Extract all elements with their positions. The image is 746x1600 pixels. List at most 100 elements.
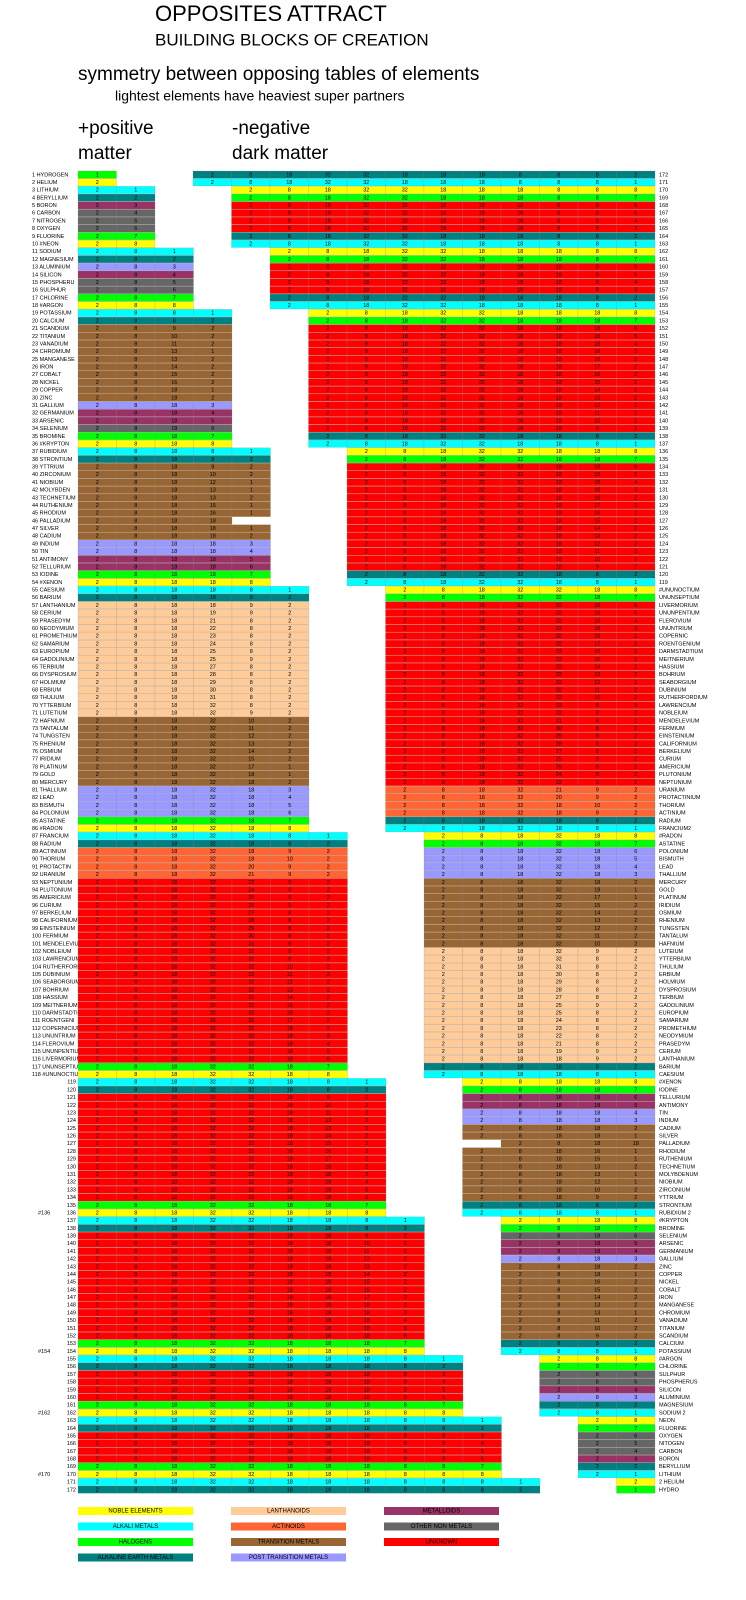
shell-count: 2 (634, 688, 637, 694)
shell-count: 2 (404, 1234, 407, 1240)
row-marker: #170 (38, 1472, 50, 1478)
shell-count: 2 (96, 618, 99, 624)
shell-count: 8 (134, 418, 137, 424)
shell-count: 8 (519, 1103, 522, 1109)
shell-count: 8 (596, 441, 599, 447)
element-label: 60 NEODYMIUM (32, 626, 74, 632)
shell-count: 8 (596, 818, 599, 824)
shell-count: 18 (171, 741, 177, 747)
shell-cell (616, 1009, 656, 1017)
shell-count: 18 (363, 249, 369, 255)
shell-count: 2 (96, 426, 99, 432)
shell-count: 8 (481, 1480, 484, 1486)
shell-count: 2 (403, 764, 406, 770)
shell-count: 8 (519, 1126, 522, 1132)
shell-count: 18 (402, 434, 408, 440)
shell-count: 2 (96, 595, 99, 601)
shell-count: 8 (134, 826, 137, 832)
shell-count: 32 (479, 526, 485, 532)
element-label: 122 (67, 1103, 76, 1109)
shell-count: 8 (480, 1057, 483, 1063)
shell-count: 6 (134, 226, 137, 232)
shell-count: 2 (288, 626, 291, 632)
shell-count: 2 (596, 1472, 599, 1478)
shell-cell (616, 1401, 656, 1409)
shell-count: 3 (634, 703, 637, 709)
shell-count: 32 (517, 588, 523, 594)
shell-count: 18 (210, 603, 216, 609)
shell-count: 2 (403, 718, 406, 724)
shell-count: 8 (134, 1103, 137, 1109)
shell-count: 18 (171, 1249, 177, 1255)
shell-count: 32 (210, 887, 216, 893)
shell-count: 18 (325, 1280, 331, 1286)
shell-count: 2 (327, 887, 330, 893)
shell-count: 2 (96, 857, 99, 863)
shell-count: 16 (594, 1149, 600, 1155)
shell-count: 32 (210, 795, 216, 801)
shell-count: 8 (403, 472, 406, 478)
shell-count: 32 (517, 480, 523, 486)
element-label: 84 POLONIUM (32, 811, 69, 817)
shell-count: 18 (171, 757, 177, 763)
shell-count: 32 (479, 311, 485, 317)
shell-count: 18 (594, 864, 600, 870)
shell-count: 8 (134, 1072, 137, 1078)
shell-count: 8 (134, 864, 137, 870)
element-label: 171 (67, 1480, 76, 1486)
shell-count: 2 (634, 787, 637, 793)
shell-count: 1 (96, 172, 99, 178)
partner-label: TANTALUM (659, 934, 688, 940)
shell-count: 11 (248, 726, 254, 732)
shell-count: 13 (594, 672, 600, 678)
shell-count: 18 (287, 1318, 293, 1324)
shell-count: 8 (134, 741, 137, 747)
shell-cell (231, 478, 271, 486)
shell-count: 15 (364, 1280, 370, 1286)
shell-count: 18 (479, 711, 485, 717)
shell-count: 32 (517, 826, 523, 832)
shell-count: 8 (403, 503, 406, 509)
shell-count: 32 (210, 1157, 216, 1163)
shell-count: 8 (134, 726, 137, 732)
shell-count: 8 (403, 511, 406, 517)
shell-count: 18 (479, 780, 485, 786)
shell-count: 8 (134, 511, 137, 517)
partner-label: MERCURY (659, 880, 687, 886)
shell-count: 18 (325, 1387, 331, 1393)
shell-count: 4 (173, 272, 176, 278)
shell-count: 8 (480, 964, 483, 970)
shell-count: 2 (634, 549, 637, 555)
shell-count: 18 (287, 1049, 293, 1055)
shell-count: 8 (134, 1041, 137, 1047)
shell-cell (616, 1485, 656, 1494)
shell-cell (616, 1193, 656, 1202)
shell-count: 8 (404, 1426, 407, 1432)
shell-count: 18 (440, 495, 446, 501)
shell-count: 2 (96, 641, 99, 647)
shell-count: 2 (365, 572, 368, 578)
shell-count: 2 (96, 1126, 99, 1132)
shell-cell (616, 1116, 656, 1125)
partner-label: LIVERMORIUM (659, 603, 698, 609)
shell-count: 18 (363, 257, 369, 263)
shell-count: 5 (288, 803, 291, 809)
shell-count: 9 (596, 564, 599, 570)
shell-count: 8 (480, 880, 483, 886)
shell-count: 18 (479, 242, 485, 248)
shell-cell (616, 1285, 656, 1294)
shell-count: 2 (96, 541, 99, 547)
shell-count: 2 (250, 495, 253, 501)
shell-count: 2 (634, 1280, 637, 1286)
shell-count: 8 (596, 972, 599, 978)
shell-count: 2 (634, 795, 637, 801)
shell-count: 2 (403, 680, 406, 686)
shell-count: 18 (556, 1210, 562, 1216)
shell-count: 5 (442, 1387, 445, 1393)
shell-count: 32 (248, 1264, 254, 1270)
shell-count: 2 (365, 1118, 368, 1124)
shell-count: 2 (288, 288, 291, 294)
shell-count: 2 (365, 1141, 368, 1147)
shell-count: 18 (171, 811, 177, 817)
shell-count: 18 (479, 618, 485, 624)
